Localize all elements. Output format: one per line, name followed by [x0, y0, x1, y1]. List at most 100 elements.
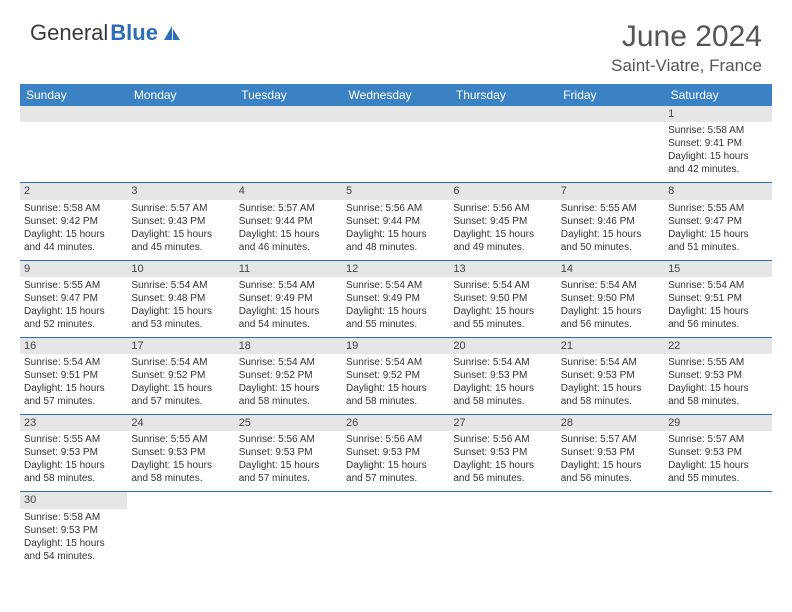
calendar-day-cell: 18Sunrise: 5:54 AMSunset: 9:52 PMDayligh… — [235, 337, 342, 414]
daylight-line: Daylight: 15 hours and 54 minutes. — [239, 305, 338, 331]
sunset-line: Sunset: 9:44 PM — [346, 215, 445, 228]
calendar-day-cell: 22Sunrise: 5:55 AMSunset: 9:53 PMDayligh… — [664, 337, 771, 414]
daylight-line: Daylight: 15 hours and 58 minutes. — [24, 459, 123, 485]
daylight-line: Daylight: 15 hours and 58 minutes. — [346, 382, 445, 408]
day-number: 9 — [20, 261, 127, 277]
daylight-line: Daylight: 15 hours and 58 minutes. — [668, 382, 767, 408]
daylight-line: Daylight: 15 hours and 42 minutes. — [668, 150, 767, 176]
calendar-day-cell: 23Sunrise: 5:55 AMSunset: 9:53 PMDayligh… — [20, 415, 127, 492]
calendar-day-cell: 10Sunrise: 5:54 AMSunset: 9:48 PMDayligh… — [127, 260, 234, 337]
weekday-header: Saturday — [664, 84, 771, 106]
sunset-line: Sunset: 9:46 PM — [561, 215, 660, 228]
weekday-header: Friday — [557, 84, 664, 106]
daylight-line: Daylight: 15 hours and 57 minutes. — [239, 459, 338, 485]
calendar-empty-cell — [664, 492, 771, 569]
calendar-row: 23Sunrise: 5:55 AMSunset: 9:53 PMDayligh… — [20, 415, 772, 492]
title-block: June 2024 Saint-Viatre, France — [611, 20, 762, 76]
day-number: 27 — [449, 415, 556, 431]
calendar-table: SundayMondayTuesdayWednesdayThursdayFrid… — [20, 84, 772, 569]
day-number-empty — [20, 106, 127, 122]
calendar-day-cell: 12Sunrise: 5:54 AMSunset: 9:49 PMDayligh… — [342, 260, 449, 337]
calendar-day-cell: 8Sunrise: 5:55 AMSunset: 9:47 PMDaylight… — [664, 183, 771, 260]
calendar-day-cell: 26Sunrise: 5:56 AMSunset: 9:53 PMDayligh… — [342, 415, 449, 492]
calendar-day-cell: 7 Sunrise: 5:55 AMSunset: 9:46 PMDaylight… — [557, 183, 664, 260]
calendar-day-cell: 6Sunrise: 5:56 AMSunset: 9:45 PMDaylight… — [449, 183, 556, 260]
calendar-day-cell: 19Sunrise: 5:54 AMSunset: 9:52 PMDayligh… — [342, 337, 449, 414]
sunset-line: Sunset: 9:49 PM — [346, 292, 445, 305]
sunrise-line: Sunrise: 5:55 AM — [561, 202, 660, 215]
daylight-line: Daylight: 15 hours and 57 minutes. — [131, 382, 230, 408]
sunrise-line: Sunrise: 5:54 AM — [453, 279, 552, 292]
sunset-line: Sunset: 9:53 PM — [453, 446, 552, 459]
sunrise-line: Sunrise: 5:54 AM — [561, 356, 660, 369]
daylight-line: Daylight: 15 hours and 51 minutes. — [668, 228, 767, 254]
sunrise-line: Sunrise: 5:54 AM — [561, 279, 660, 292]
calendar-day-cell: 13Sunrise: 5:54 AMSunset: 9:50 PMDayligh… — [449, 260, 556, 337]
calendar-day-cell: 3 Sunrise: 5:57 AMSunset: 9:43 PMDaylight… — [127, 183, 234, 260]
day-number-empty — [557, 106, 664, 122]
sunset-line: Sunset: 9:53 PM — [24, 524, 123, 537]
sunrise-line: Sunrise: 5:55 AM — [131, 433, 230, 446]
sunrise-line: Sunrise: 5:58 AM — [24, 202, 123, 215]
sunrise-line: Sunrise: 5:57 AM — [239, 202, 338, 215]
day-number: 21 — [557, 338, 664, 354]
sunrise-line: Sunrise: 5:54 AM — [24, 356, 123, 369]
day-number: 2 — [20, 183, 127, 199]
logo: GeneralBlue — [30, 20, 182, 46]
day-number: 15 — [664, 261, 771, 277]
sunset-line: Sunset: 9:42 PM — [24, 215, 123, 228]
day-number: 12 — [342, 261, 449, 277]
sunset-line: Sunset: 9:44 PM — [239, 215, 338, 228]
day-number: 6 — [449, 183, 556, 199]
sunrise-line: Sunrise: 5:56 AM — [346, 433, 445, 446]
sunrise-line: Sunrise: 5:56 AM — [453, 433, 552, 446]
daylight-line: Daylight: 15 hours and 57 minutes. — [346, 459, 445, 485]
calendar-empty-cell — [557, 492, 664, 569]
daylight-line: Daylight: 15 hours and 50 minutes. — [561, 228, 660, 254]
sunrise-line: Sunrise: 5:55 AM — [24, 279, 123, 292]
sunrise-line: Sunrise: 5:55 AM — [24, 433, 123, 446]
day-number: 17 — [127, 338, 234, 354]
day-number: 1 — [664, 106, 771, 122]
daylight-line: Daylight: 15 hours and 55 minutes. — [453, 305, 552, 331]
day-number: 7 — [557, 183, 664, 199]
calendar-empty-cell — [449, 492, 556, 569]
calendar-day-cell: 25Sunrise: 5:56 AMSunset: 9:53 PMDayligh… — [235, 415, 342, 492]
day-number: 30 — [20, 492, 127, 508]
sunset-line: Sunset: 9:52 PM — [239, 369, 338, 382]
day-number: 29 — [664, 415, 771, 431]
calendar-day-cell: 1Sunrise: 5:58 AMSunset: 9:41 PMDaylight… — [664, 106, 771, 183]
day-number: 11 — [235, 261, 342, 277]
weekday-header: Thursday — [449, 84, 556, 106]
sunrise-line: Sunrise: 5:54 AM — [239, 279, 338, 292]
sunset-line: Sunset: 9:50 PM — [453, 292, 552, 305]
sunrise-line: Sunrise: 5:57 AM — [668, 433, 767, 446]
sunset-line: Sunset: 9:53 PM — [453, 369, 552, 382]
sunset-line: Sunset: 9:43 PM — [131, 215, 230, 228]
calendar-empty-cell — [127, 492, 234, 569]
day-number-empty — [449, 106, 556, 122]
sunrise-line: Sunrise: 5:56 AM — [453, 202, 552, 215]
calendar-day-cell: 17Sunrise: 5:54 AMSunset: 9:52 PMDayligh… — [127, 337, 234, 414]
day-number: 16 — [20, 338, 127, 354]
daylight-line: Daylight: 15 hours and 45 minutes. — [131, 228, 230, 254]
sunrise-line: Sunrise: 5:54 AM — [346, 356, 445, 369]
month-title: June 2024 — [611, 20, 762, 54]
day-number: 25 — [235, 415, 342, 431]
daylight-line: Daylight: 15 hours and 55 minutes. — [668, 459, 767, 485]
weekday-header: Wednesday — [342, 84, 449, 106]
day-number-empty — [342, 106, 449, 122]
day-number: 3 — [127, 183, 234, 199]
daylight-line: Daylight: 15 hours and 56 minutes. — [668, 305, 767, 331]
day-number-empty — [127, 106, 234, 122]
sail-icon — [162, 24, 182, 42]
sunrise-line: Sunrise: 5:57 AM — [131, 202, 230, 215]
daylight-line: Daylight: 15 hours and 58 minutes. — [453, 382, 552, 408]
calendar-day-cell: 5Sunrise: 5:56 AMSunset: 9:44 PMDaylight… — [342, 183, 449, 260]
sunset-line: Sunset: 9:53 PM — [24, 446, 123, 459]
sunrise-line: Sunrise: 5:54 AM — [453, 356, 552, 369]
daylight-line: Daylight: 15 hours and 46 minutes. — [239, 228, 338, 254]
calendar-empty-cell — [127, 106, 234, 183]
calendar-day-cell: 15Sunrise: 5:54 AMSunset: 9:51 PMDayligh… — [664, 260, 771, 337]
sunrise-line: Sunrise: 5:54 AM — [239, 356, 338, 369]
